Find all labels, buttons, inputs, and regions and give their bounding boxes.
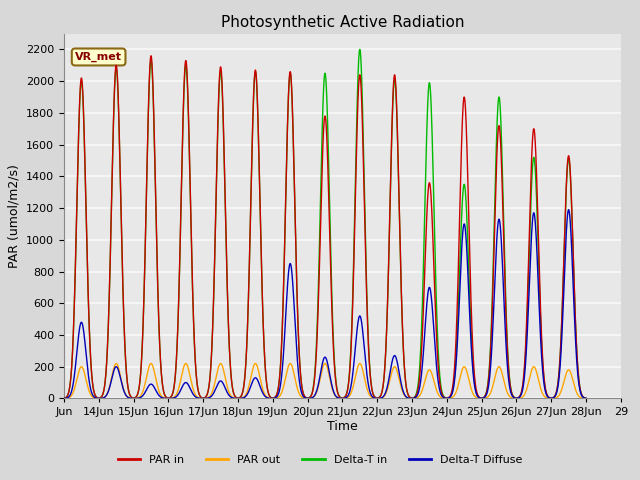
Text: VR_met: VR_met [75, 52, 122, 62]
Legend: PAR in, PAR out, Delta-T in, Delta-T Diffuse: PAR in, PAR out, Delta-T in, Delta-T Dif… [113, 451, 527, 469]
X-axis label: Time: Time [327, 420, 358, 433]
Y-axis label: PAR (umol/m2/s): PAR (umol/m2/s) [8, 164, 20, 268]
Title: Photosynthetic Active Radiation: Photosynthetic Active Radiation [221, 15, 464, 30]
